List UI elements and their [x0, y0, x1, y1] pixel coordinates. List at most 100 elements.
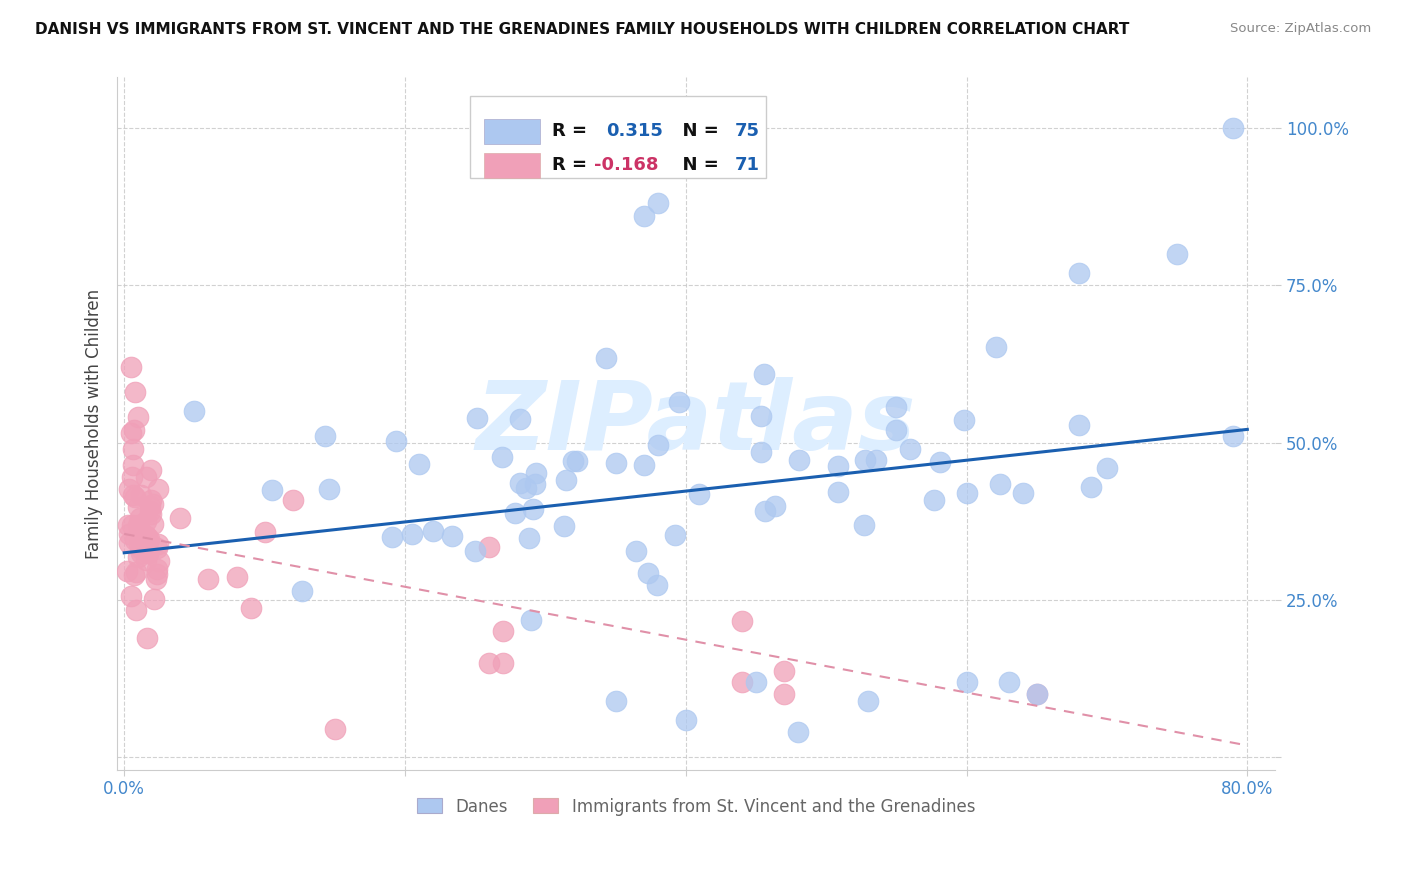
Point [773, 688, 796, 702]
Point [688, 487, 710, 501]
Point [135, 632, 157, 646]
Point [260, 483, 283, 498]
Point [465, 410, 488, 425]
Point [129, 511, 152, 525]
Point [136, 530, 159, 544]
Text: 0.315: 0.315 [606, 122, 662, 140]
Point [128, 537, 150, 551]
Point [773, 664, 796, 678]
Point [122, 568, 145, 582]
Point [127, 517, 149, 532]
Point [664, 527, 686, 541]
Point [637, 566, 659, 580]
Point [169, 511, 191, 525]
Point [1011, 486, 1033, 500]
Point [127, 410, 149, 425]
Point [827, 459, 849, 474]
Point [145, 573, 167, 587]
Point [827, 485, 849, 500]
Point [647, 438, 669, 452]
Point [131, 526, 153, 541]
Point [522, 501, 544, 516]
Point [745, 674, 768, 689]
Point [239, 601, 262, 615]
Point [422, 524, 444, 538]
Point [120, 426, 142, 441]
Point [122, 458, 145, 472]
Point [953, 413, 976, 427]
Point [752, 368, 775, 382]
Legend: Danes, Immigrants from St. Vincent and the Grenadines: Danes, Immigrants from St. Vincent and t… [409, 789, 983, 824]
Point [136, 546, 159, 560]
Point [253, 525, 276, 540]
Point [561, 454, 583, 468]
Point [1222, 428, 1244, 442]
Point [121, 469, 143, 483]
Point [900, 442, 922, 456]
Point [120, 589, 142, 603]
Point [145, 562, 167, 576]
Point [136, 534, 159, 549]
Bar [484, 153, 540, 178]
Point [135, 553, 157, 567]
Point [865, 453, 887, 467]
Point [922, 492, 945, 507]
Point [142, 497, 165, 511]
Point [124, 533, 146, 548]
Point [142, 592, 165, 607]
Text: -0.168: -0.168 [595, 156, 659, 175]
Point [139, 504, 162, 518]
Point [135, 514, 157, 528]
Point [955, 674, 977, 689]
Point [408, 457, 430, 471]
Point [129, 488, 152, 502]
Point [129, 541, 152, 556]
Point [731, 674, 754, 689]
Point [763, 499, 786, 513]
Point [853, 453, 876, 467]
Point [225, 570, 247, 584]
Point [478, 656, 501, 670]
Text: 71: 71 [734, 156, 759, 175]
Text: N =: N = [669, 156, 724, 175]
Point [380, 530, 402, 544]
Point [731, 614, 754, 628]
Point [148, 483, 170, 497]
Point [754, 504, 776, 518]
Point [1067, 418, 1090, 433]
Point [984, 340, 1007, 354]
Text: DANISH VS IMMIGRANTS FROM ST. VINCENT AND THE GRENADINES FAMILY HOUSEHOLDS WITH : DANISH VS IMMIGRANTS FROM ST. VINCENT AN… [35, 22, 1129, 37]
Point [886, 423, 908, 437]
Point [633, 458, 655, 472]
Point [1095, 460, 1118, 475]
Point [121, 442, 143, 456]
Point [125, 565, 148, 579]
Point [323, 722, 346, 736]
Point [129, 545, 152, 559]
Point [478, 540, 501, 554]
Point [464, 544, 486, 558]
Text: N =: N = [669, 122, 724, 140]
Point [139, 492, 162, 507]
Point [624, 544, 647, 558]
Point [675, 713, 697, 727]
Point [555, 473, 578, 487]
Point [997, 674, 1019, 689]
Point [120, 359, 142, 374]
Point [787, 725, 810, 739]
Point [633, 209, 655, 223]
Point [509, 476, 531, 491]
Point [141, 508, 163, 522]
Point [1025, 688, 1047, 702]
Point [749, 409, 772, 424]
Point [605, 456, 627, 470]
Point [509, 411, 531, 425]
Point [517, 531, 540, 545]
Point [146, 567, 169, 582]
Point [118, 536, 141, 550]
Point [118, 482, 141, 496]
Text: Source: ZipAtlas.com: Source: ZipAtlas.com [1230, 22, 1371, 36]
Point [1067, 266, 1090, 280]
Point [115, 564, 138, 578]
Point [145, 541, 167, 556]
